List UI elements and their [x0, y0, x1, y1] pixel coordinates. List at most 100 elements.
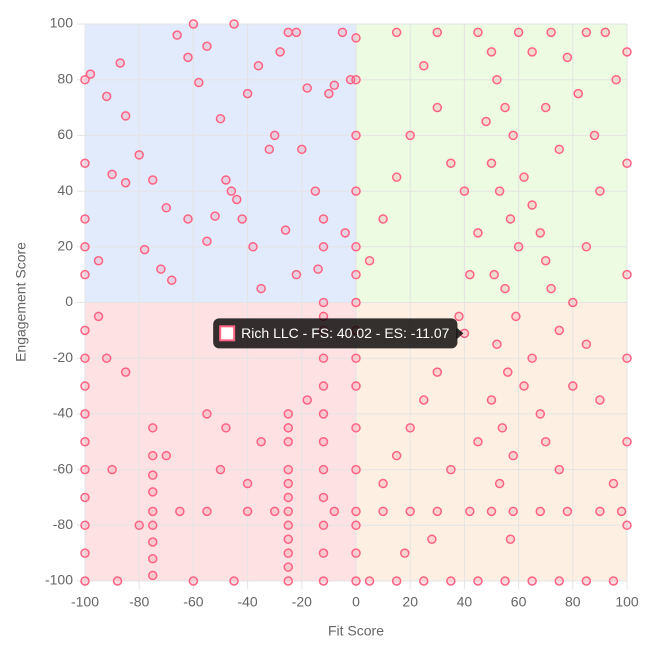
point	[535, 228, 546, 238]
point	[318, 242, 329, 252]
point	[540, 102, 551, 113]
point	[351, 464, 361, 475]
point	[283, 27, 293, 38]
point	[93, 255, 104, 266]
point	[622, 158, 632, 168]
point	[80, 576, 90, 586]
point	[351, 242, 361, 252]
point	[581, 27, 592, 38]
point	[242, 88, 253, 99]
point	[419, 395, 429, 405]
point	[291, 269, 302, 280]
point	[595, 395, 605, 405]
point	[391, 27, 402, 38]
point	[148, 506, 158, 517]
point	[489, 269, 499, 280]
point	[175, 506, 185, 517]
point	[364, 255, 375, 266]
point	[80, 353, 90, 363]
point	[540, 255, 551, 266]
point	[581, 576, 592, 586]
point	[120, 367, 131, 377]
point	[115, 58, 125, 68]
point	[221, 423, 231, 433]
point	[283, 492, 293, 503]
point	[229, 19, 239, 29]
point	[622, 437, 632, 447]
point	[318, 437, 329, 447]
point	[318, 353, 329, 363]
point	[351, 297, 361, 308]
point	[581, 242, 592, 252]
point	[194, 77, 204, 88]
point	[324, 88, 334, 99]
point	[107, 464, 117, 475]
point	[221, 175, 231, 185]
point	[148, 175, 158, 185]
point	[80, 437, 90, 447]
point	[573, 88, 583, 99]
point	[351, 506, 361, 517]
point	[318, 520, 329, 531]
x-tick-label: 60	[511, 594, 527, 610]
point	[351, 130, 361, 141]
point	[229, 576, 239, 586]
x-tick-label: 80	[565, 594, 581, 610]
point	[101, 91, 112, 102]
point	[80, 409, 90, 419]
point	[554, 144, 564, 155]
point	[497, 423, 508, 433]
point	[329, 506, 340, 517]
point	[283, 464, 293, 475]
point	[519, 172, 529, 182]
point	[80, 158, 90, 168]
point	[80, 269, 90, 280]
point	[622, 269, 632, 280]
point	[616, 506, 627, 517]
point	[494, 478, 505, 489]
quadrant	[85, 302, 356, 581]
point	[486, 158, 497, 168]
point	[120, 177, 131, 188]
point	[589, 130, 600, 141]
point	[494, 186, 505, 196]
point	[80, 464, 90, 475]
point	[391, 172, 402, 182]
y-tick-label: -80	[53, 516, 73, 532]
point	[432, 367, 443, 377]
point	[505, 214, 516, 224]
quadrant	[356, 24, 627, 303]
point	[202, 236, 212, 246]
point	[148, 520, 158, 531]
point	[540, 437, 551, 447]
tooltip-caret	[456, 327, 464, 340]
point	[568, 297, 578, 308]
point	[202, 409, 212, 419]
point	[481, 116, 491, 127]
point	[297, 144, 307, 155]
point	[473, 576, 483, 586]
point	[562, 506, 573, 517]
point	[275, 47, 285, 57]
point	[486, 506, 497, 517]
point	[500, 102, 510, 113]
point	[80, 548, 90, 558]
point	[318, 492, 329, 503]
point	[248, 242, 258, 252]
point	[215, 464, 226, 475]
point	[391, 576, 402, 586]
x-tick-label: 40	[457, 594, 473, 610]
y-tick-label: 100	[50, 15, 74, 31]
point	[446, 158, 456, 168]
point	[503, 367, 513, 377]
point	[80, 325, 90, 336]
point	[226, 186, 237, 196]
quadrant	[356, 302, 627, 581]
point	[608, 478, 619, 489]
point	[527, 200, 537, 210]
point	[148, 450, 158, 461]
point	[148, 553, 158, 564]
point	[562, 52, 573, 63]
point	[535, 409, 546, 419]
